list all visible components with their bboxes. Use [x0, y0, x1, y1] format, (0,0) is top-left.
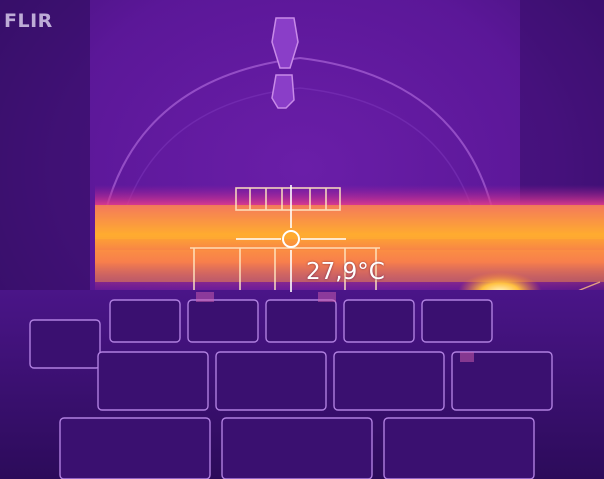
- flir-logo: FLIR: [4, 10, 53, 32]
- temperature-readout: 27,9°C: [306, 259, 385, 285]
